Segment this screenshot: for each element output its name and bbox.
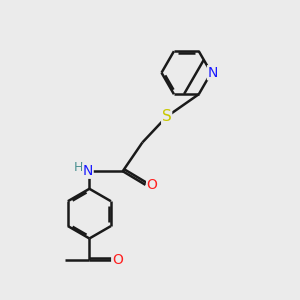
Text: H: H <box>74 161 83 174</box>
Text: N: N <box>83 164 93 178</box>
Text: O: O <box>112 253 123 267</box>
Text: S: S <box>162 109 172 124</box>
Text: N: N <box>208 66 218 80</box>
Text: O: O <box>147 178 158 192</box>
